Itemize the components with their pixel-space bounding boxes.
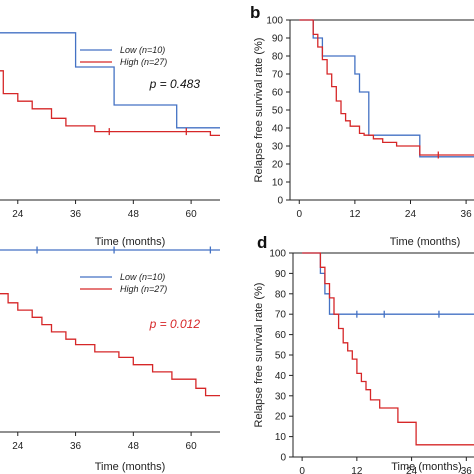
series-line-high	[299, 19, 474, 156]
panel-letter: d	[257, 233, 267, 252]
x-tick-label: 60	[186, 441, 198, 452]
x-tick-label: 24	[406, 466, 418, 474]
panel-letter: b	[250, 3, 260, 22]
x-tick-label: 12	[351, 466, 363, 474]
y-tick-label: 50	[275, 351, 287, 362]
x-tick-label: 12	[349, 209, 361, 220]
y-tick-label: 90	[272, 34, 284, 45]
x-tick-label: 60	[186, 209, 198, 220]
x-tick-label: 24	[12, 441, 24, 452]
x-tick-label: 36	[70, 441, 82, 452]
y-tick-label: 70	[272, 70, 284, 81]
series-line-high	[302, 252, 474, 446]
x-tick-label: 24	[12, 209, 24, 220]
y-tick-label: 50	[272, 106, 284, 117]
y-tick-label: 40	[275, 371, 287, 382]
x-axis-label: Time (months)	[390, 236, 461, 248]
y-tick-label: 0	[280, 453, 286, 464]
y-tick-label: 70	[275, 310, 287, 321]
y-axis-label: Relapse free survival rate (%)	[253, 283, 265, 428]
x-tick-label: 36	[461, 466, 473, 474]
series-line-low	[299, 19, 474, 158]
y-tick-label: 100	[266, 16, 283, 27]
y-tick-label: 30	[275, 391, 287, 402]
y-tick-label: 0	[277, 196, 283, 207]
x-tick-label: 48	[128, 441, 140, 452]
panel-a: 24 36 48 60 Time (months) Low (n=10) High (n=2…	[0, 32, 220, 248]
y-tick-label: 100	[269, 249, 286, 260]
y-tick-label: 10	[275, 432, 287, 443]
y-tick-label: 20	[272, 160, 284, 171]
y-tick-label: 60	[275, 330, 287, 341]
x-tick-label: 0	[296, 209, 302, 220]
y-tick-label: 80	[275, 289, 287, 300]
x-tick-label: 48	[128, 209, 140, 220]
x-tick-label: 36	[70, 209, 82, 220]
legend-entry: High (n=27)	[120, 57, 167, 67]
y-tick-label: 10	[272, 178, 284, 189]
y-axis-label: Relapse free survival rate (%)	[253, 38, 265, 183]
x-tick-label: 36	[461, 209, 473, 220]
legend-entry: Low (n=10)	[120, 45, 165, 55]
panel-c: 24 36 48 60 Time (months) Low (n=10) High (n=2…	[0, 246, 220, 473]
panel-d: 0 12 24 36 0 10 20 30 40 50 60 70 80 90 100 Time (month…	[253, 233, 474, 474]
series-line-low	[0, 32, 220, 129]
y-tick-label: 20	[275, 412, 287, 423]
x-tick-label: 0	[299, 466, 305, 474]
x-axis-label: Time (months)	[95, 236, 166, 248]
y-tick-label: 60	[272, 88, 284, 99]
legend-entry: Low (n=10)	[120, 272, 165, 282]
x-axis-label: Time (months)	[95, 461, 166, 473]
series-line-high	[0, 70, 220, 137]
y-tick-label: 30	[272, 142, 284, 153]
p-value-label: p = 0.012	[149, 317, 201, 331]
series-line-high	[0, 293, 220, 397]
p-value-label: p = 0.483	[149, 77, 201, 91]
y-tick-label: 90	[275, 269, 287, 280]
x-axis-label: Time (months)	[391, 461, 462, 473]
legend-entry: High (n=27)	[120, 284, 167, 294]
y-tick-label: 80	[272, 52, 284, 63]
panel-b: 0 12 24 36 0 10 20 30 40 50 60 70 80 90 100 Time (month…	[250, 3, 474, 248]
y-tick-label: 40	[272, 124, 284, 135]
x-tick-label: 24	[405, 209, 417, 220]
